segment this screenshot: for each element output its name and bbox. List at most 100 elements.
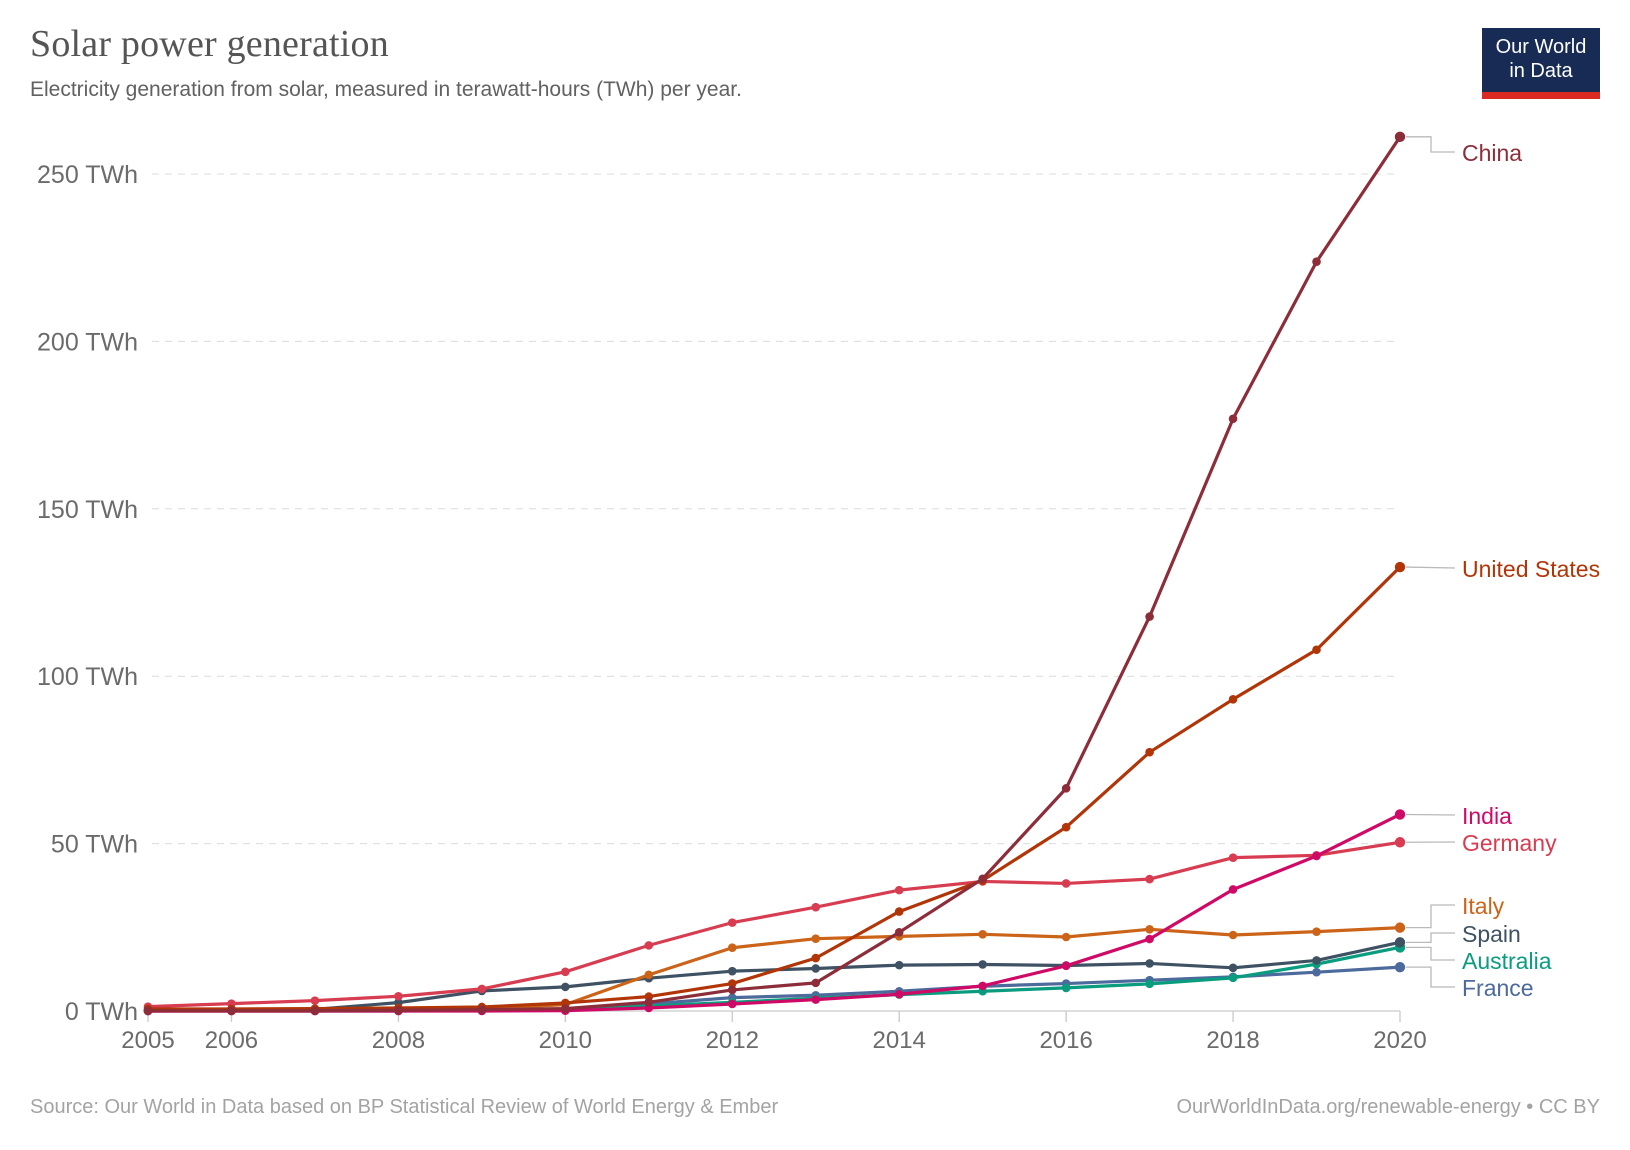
series-dot-spain-2012[interactable] xyxy=(727,966,737,976)
owid-logo[interactable]: Our World in Data xyxy=(1482,28,1600,99)
series-dot-china-2011[interactable] xyxy=(644,997,654,1007)
series-dot-germany-2012[interactable] xyxy=(727,918,737,927)
series-label-italy[interactable]: Italy xyxy=(1462,893,1505,919)
series-dot-spain-2015[interactable] xyxy=(978,960,987,969)
series-dot-germany-2011[interactable] xyxy=(644,941,654,950)
series-dot-united-states-2016[interactable] xyxy=(1061,822,1071,832)
series-label-germany[interactable]: Germany xyxy=(1462,830,1557,856)
series-dot-india-2017[interactable] xyxy=(1145,934,1154,944)
source-note: Source: Our World in Data based on BP St… xyxy=(30,1096,779,1118)
x-axis-tick-label: 2020 xyxy=(1373,1027,1426,1054)
series-line-germany[interactable] xyxy=(146,840,1402,1009)
series-dot-spain-2010[interactable] xyxy=(561,982,570,992)
series-dot-france-2020[interactable] xyxy=(1394,961,1406,973)
connector-spain xyxy=(1406,932,1455,944)
series-dot-united-states-2014[interactable] xyxy=(894,907,904,916)
series-dot-china-2008[interactable] xyxy=(394,1006,403,1015)
series-line-france[interactable] xyxy=(146,965,1402,1013)
series-dot-united-states-2019[interactable] xyxy=(1312,645,1321,655)
series-dot-spain-2017[interactable] xyxy=(1145,959,1154,968)
series-label-china[interactable]: China xyxy=(1462,140,1522,166)
connector-italy xyxy=(1406,904,1455,929)
page-title: Solar power generation xyxy=(30,23,389,65)
connector-india xyxy=(1405,813,1456,816)
series-dot-china-2018[interactable] xyxy=(1228,414,1238,424)
y-axis-tick-label: 150 TWh xyxy=(37,496,138,524)
series-dot-germany-2013[interactable] xyxy=(811,902,821,912)
series-dot-united-states-2017[interactable] xyxy=(1145,747,1154,757)
series-dot-germany-2017[interactable] xyxy=(1145,874,1154,884)
series-dot-italy-2015[interactable] xyxy=(978,930,987,939)
series-dot-united-states-2020[interactable] xyxy=(1394,561,1406,573)
series-dot-china-2013[interactable] xyxy=(811,978,821,988)
series-dot-india-2012[interactable] xyxy=(727,999,737,1009)
series-dot-australia-2017[interactable] xyxy=(1145,979,1154,989)
series-label-spain[interactable]: Spain xyxy=(1462,921,1521,947)
series-dot-india-2013[interactable] xyxy=(811,995,821,1004)
series-dot-italy-2016[interactable] xyxy=(1061,932,1071,942)
series-label-australia[interactable]: Australia xyxy=(1462,948,1552,974)
series-dot-china-2009[interactable] xyxy=(477,1005,487,1014)
series-dot-spain-2018[interactable] xyxy=(1228,963,1238,973)
series-dot-germany-2018[interactable] xyxy=(1228,853,1238,862)
series-dot-germany-2014[interactable] xyxy=(894,885,904,895)
series-dot-india-2019[interactable] xyxy=(1312,851,1321,861)
series-dot-germany-2016[interactable] xyxy=(1061,879,1071,888)
series-dot-italy-2019[interactable] xyxy=(1312,927,1321,936)
series-dot-china-2016[interactable] xyxy=(1061,784,1071,793)
series-dot-italy-2012[interactable] xyxy=(727,943,737,953)
series-dot-italy-2011[interactable] xyxy=(644,970,654,980)
series-dot-china-2020[interactable] xyxy=(1394,131,1406,143)
series-dot-france-2019[interactable] xyxy=(1312,967,1321,977)
series-dot-china-2006[interactable] xyxy=(227,1006,236,1015)
series-line-china[interactable] xyxy=(146,135,1402,1013)
series-dot-india-2015[interactable] xyxy=(978,981,987,991)
series-label-france[interactable]: France xyxy=(1462,975,1534,1001)
series-dot-australia-2016[interactable] xyxy=(1061,983,1071,993)
series-dot-germany-2010[interactable] xyxy=(561,967,570,977)
header: Solar power generation Electricity gener… xyxy=(30,22,742,102)
footer: Source: Our World in Data based on BP St… xyxy=(30,1096,1600,1119)
series-dot-india-2016[interactable] xyxy=(1061,961,1071,971)
series-dot-india-2018[interactable] xyxy=(1228,885,1238,894)
series-dot-germany-2020[interactable] xyxy=(1394,837,1406,848)
series-dot-italy-2020[interactable] xyxy=(1394,922,1406,933)
x-axis-tick-label: 2006 xyxy=(205,1027,258,1054)
series-dot-italy-2013[interactable] xyxy=(811,934,821,943)
series-dot-germany-2007[interactable] xyxy=(310,996,320,1005)
series-dot-spain-2014[interactable] xyxy=(894,960,904,970)
y-axis-tick-label: 200 TWh xyxy=(37,328,138,356)
series-dot-united-states-2018[interactable] xyxy=(1228,695,1238,704)
series-dot-united-states-2012[interactable] xyxy=(727,979,737,988)
series-dot-india-2014[interactable] xyxy=(894,989,904,999)
series-dot-italy-2018[interactable] xyxy=(1228,930,1238,940)
series-dot-italy-2017[interactable] xyxy=(1145,925,1154,934)
series-dot-spain-2019[interactable] xyxy=(1312,956,1321,965)
series-dot-china-2014[interactable] xyxy=(894,928,904,937)
series-dot-china-2012[interactable] xyxy=(727,985,737,995)
series-dot-australia-2018[interactable] xyxy=(1228,973,1238,983)
series-dot-china-2005[interactable] xyxy=(143,1006,153,1015)
series-dot-united-states-2013[interactable] xyxy=(811,953,821,963)
series-dot-spain-2013[interactable] xyxy=(811,964,821,973)
x-axis-tick-label: 2016 xyxy=(1039,1027,1092,1054)
series-dot-germany-2008[interactable] xyxy=(394,991,403,1001)
series-dot-china-2015[interactable] xyxy=(978,874,987,884)
series-dot-china-2017[interactable] xyxy=(1145,612,1154,621)
series-dot-china-2010[interactable] xyxy=(561,1004,570,1013)
connector-china xyxy=(1406,136,1455,153)
series-dot-spain-2020[interactable] xyxy=(1394,937,1406,948)
series-dot-china-2007[interactable] xyxy=(310,1006,320,1015)
series-line-united-states[interactable] xyxy=(146,565,1402,1011)
series-label-united-states[interactable]: United States xyxy=(1462,556,1600,582)
license-link[interactable]: OurWorldInData.org/renewable-energy • CC… xyxy=(1176,1096,1601,1118)
series-label-india[interactable]: India xyxy=(1462,803,1512,829)
series-dot-germany-2009[interactable] xyxy=(477,984,487,994)
series-dot-china-2019[interactable] xyxy=(1312,257,1321,267)
series-dot-india-2020[interactable] xyxy=(1394,809,1406,820)
x-axis-tick-label: 2014 xyxy=(873,1027,926,1054)
x-axis-tick-label: 2008 xyxy=(372,1027,425,1054)
